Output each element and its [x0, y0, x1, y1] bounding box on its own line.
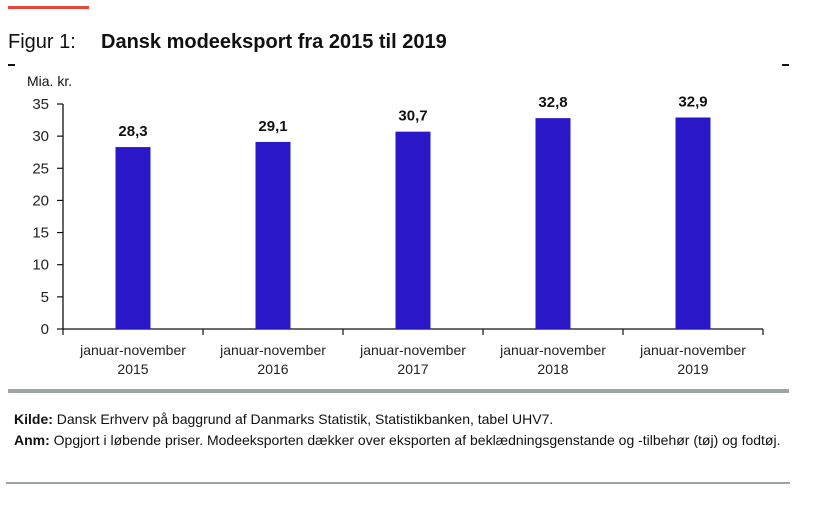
figure-title: Dansk modeeksport fra 2015 til 2019	[101, 31, 447, 53]
data-label: 29,1	[258, 118, 287, 135]
notes: Kilde: Dansk Erhverv på baggrund af Danm…	[14, 409, 784, 451]
y-axis-label: Mia. kr.	[27, 73, 73, 89]
y-tick-label: 20	[32, 192, 49, 209]
bar	[535, 118, 571, 330]
y-tick-label: 30	[32, 128, 49, 145]
x-tick-label: januar-november	[79, 342, 186, 358]
source-label: Kilde:	[14, 411, 53, 427]
x-tick-label: januar-november	[219, 342, 326, 358]
bar	[675, 117, 711, 329]
corner-mark-left	[8, 64, 15, 66]
y-tick-label: 10	[32, 257, 49, 274]
y-tick-label: 35	[32, 96, 49, 113]
x-tick-label: 2016	[257, 361, 288, 377]
y-tick-label: 15	[32, 225, 49, 242]
remark-text: Opgjort i løbende priser. Modeeksporten …	[49, 432, 781, 448]
remark-note: Anm: Opgjort i løbende priser. Modeekspo…	[14, 430, 784, 451]
x-tick-label: januar-november	[639, 342, 746, 358]
figure-label: Figur 1:	[8, 31, 76, 53]
data-label: 32,9	[678, 94, 707, 111]
bar	[115, 147, 151, 329]
x-tick-label: 2015	[117, 361, 148, 377]
accent-line	[8, 6, 89, 9]
x-tick-label: 2019	[677, 361, 708, 377]
data-label: 30,7	[398, 108, 427, 125]
divider-bottom	[6, 482, 790, 484]
source-text: Dansk Erhverv på baggrund af Danmarks St…	[52, 411, 554, 427]
data-label: 32,8	[538, 94, 567, 111]
corner-mark-right	[782, 64, 789, 66]
x-tick-label: januar-november	[499, 342, 606, 358]
data-label: 28,3	[118, 123, 147, 140]
x-tick-label: januar-november	[359, 342, 466, 358]
x-tick-label: 2017	[397, 361, 428, 377]
divider-top	[8, 389, 789, 393]
bar	[395, 131, 431, 329]
y-tick-label: 5	[41, 289, 49, 306]
source-note: Kilde: Dansk Erhverv på baggrund af Danm…	[14, 409, 784, 430]
bar-chart: 0 5 10 15 20 25 30 35 28,3 januar-november 2015 29,…	[32, 94, 764, 377]
y-tick-label: 0	[41, 321, 49, 338]
remark-label: Anm:	[14, 432, 50, 448]
bar	[255, 141, 291, 329]
x-tick-label: 2018	[537, 361, 568, 377]
y-tick-label: 25	[32, 160, 49, 177]
